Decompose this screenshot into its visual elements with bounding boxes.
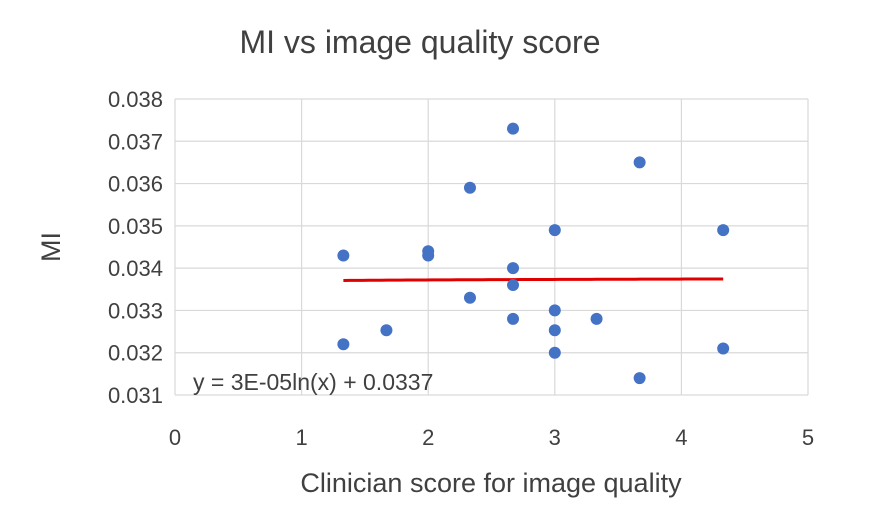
y-tick-label: 0.032 bbox=[108, 341, 163, 366]
data-point bbox=[590, 312, 603, 325]
chart-title: MI vs image quality score bbox=[239, 24, 600, 60]
gridlines bbox=[174, 98, 809, 396]
trendline-group bbox=[343, 277, 724, 282]
data-point bbox=[463, 181, 476, 194]
x-tick-label: 2 bbox=[422, 425, 434, 450]
trendline-equation: y = 3E-05ln(x) + 0.0337 bbox=[193, 369, 433, 395]
trendline bbox=[343, 277, 724, 282]
data-point bbox=[548, 346, 561, 359]
y-tick-label: 0.031 bbox=[108, 383, 163, 408]
data-point bbox=[548, 324, 561, 337]
data-point bbox=[548, 304, 561, 317]
data-points bbox=[337, 122, 730, 385]
y-tick-label: 0.033 bbox=[108, 298, 163, 323]
data-point bbox=[633, 372, 646, 385]
data-point bbox=[422, 249, 435, 262]
y-axis-tick-labels: 0.031 0.032 0.033 0.034 0.035 0.036 0.037 0.038 bbox=[108, 87, 163, 408]
data-point bbox=[633, 156, 646, 169]
y-tick-label: 0.034 bbox=[108, 256, 163, 281]
data-point bbox=[717, 342, 730, 355]
y-tick-label: 0.037 bbox=[108, 129, 163, 154]
x-axis-tick-labels: 0 1 2 3 4 5 bbox=[169, 425, 814, 450]
y-tick-label: 0.038 bbox=[108, 87, 163, 112]
data-point bbox=[463, 291, 476, 304]
x-tick-label: 4 bbox=[675, 425, 687, 450]
x-tick-label: 5 bbox=[802, 425, 814, 450]
data-point bbox=[507, 312, 520, 325]
x-tick-label: 3 bbox=[549, 425, 561, 450]
data-point bbox=[507, 262, 520, 275]
y-axis-title: MI bbox=[36, 232, 66, 262]
data-point bbox=[380, 324, 393, 337]
x-tick-label: 1 bbox=[295, 425, 307, 450]
data-point bbox=[548, 224, 561, 237]
data-point bbox=[337, 249, 350, 262]
data-point bbox=[507, 122, 520, 135]
data-point bbox=[337, 338, 350, 351]
data-point bbox=[507, 279, 520, 292]
x-axis-title: Clinician score for image quality bbox=[300, 468, 682, 498]
y-tick-label: 0.036 bbox=[108, 172, 163, 197]
y-tick-label: 0.035 bbox=[108, 214, 163, 239]
data-point bbox=[717, 224, 730, 237]
x-tick-label: 0 bbox=[169, 425, 181, 450]
